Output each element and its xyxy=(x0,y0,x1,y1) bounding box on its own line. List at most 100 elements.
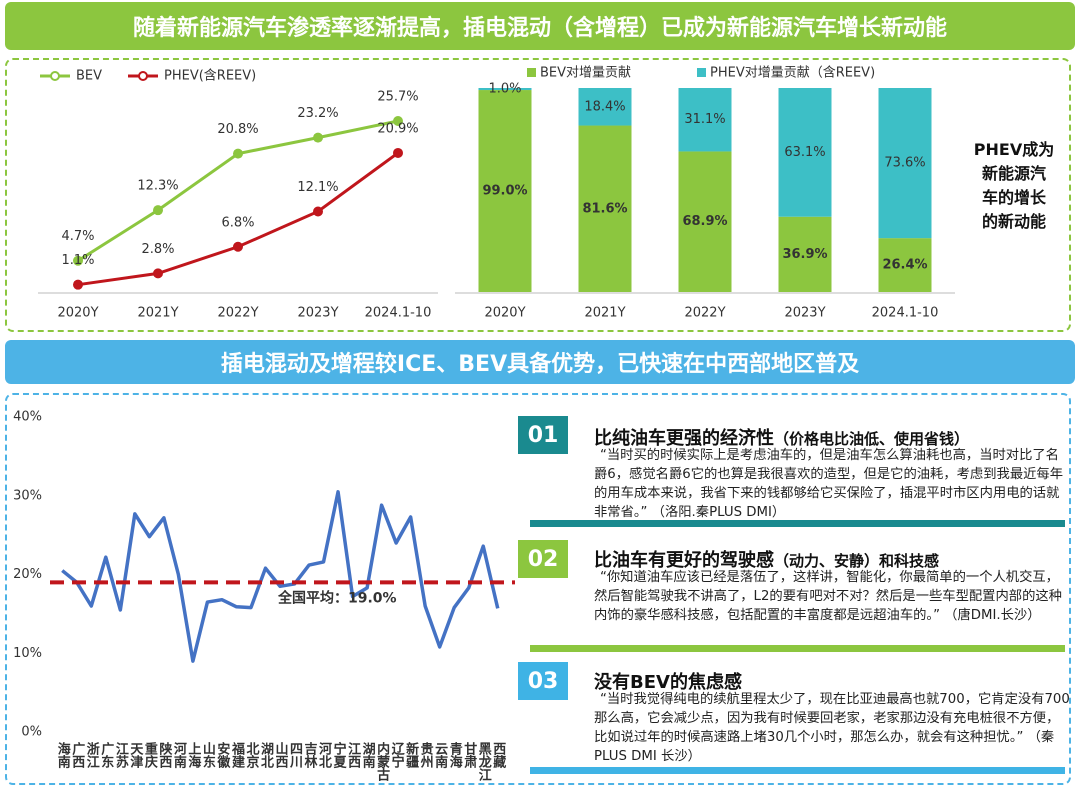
average-label: 全国平均：19.0% xyxy=(277,589,397,606)
value-label: 1.0% xyxy=(488,82,521,97)
x-tick-label: 黑龙江 xyxy=(476,742,492,782)
bar-segment xyxy=(478,88,532,91)
bar-segment xyxy=(878,88,932,239)
x-tick-label: 四川 xyxy=(287,742,304,768)
side-note-line: PHEV成为 xyxy=(973,140,1055,159)
value-label: 63.1% xyxy=(784,145,825,160)
x-tick-label: 2022Y xyxy=(217,306,258,321)
x-tick-label: 宁夏 xyxy=(331,741,348,769)
card-title: 比纯油车更强的经济性（价格电比油低、使用省钱） xyxy=(594,424,969,450)
card-title: 比油车有更好的驾驶感（动力、安静）和科技感 xyxy=(594,546,939,572)
banner: 插电混动及增程较ICE、BEV具备优势，已快速在中西部地区普及 xyxy=(5,340,1075,384)
value-label: 36.9% xyxy=(782,247,827,262)
card-number: 01 xyxy=(518,416,568,454)
card-subtitle: （动力、安静）和科技感 xyxy=(774,552,940,570)
card-subtitle: （价格电比油低、使用省钱） xyxy=(774,430,970,448)
legend-marker xyxy=(138,71,148,81)
value-label: 12.1% xyxy=(297,180,338,195)
y-tick-label: 10% xyxy=(13,646,42,661)
value-label: 81.6% xyxy=(582,201,627,216)
x-tick-label: 新疆 xyxy=(403,741,419,769)
card-bar xyxy=(530,767,1065,774)
x-tick-label: 内蒙古 xyxy=(374,741,390,782)
value-label: 20.9% xyxy=(377,121,418,136)
value-label: 26.4% xyxy=(882,258,927,273)
point xyxy=(153,268,163,279)
point xyxy=(153,205,163,216)
card-body: “你知道油车应该已经是落伍了，这样讲，智能化，你最简单的一个人机交互，然后智能驾… xyxy=(594,570,1062,623)
card-title-text: 没有BEV的焦虑感 xyxy=(594,672,742,693)
y-tick-label: 40% xyxy=(13,410,42,425)
legend-label: PHEV对增量贡献（含REEV) xyxy=(710,65,875,81)
value-label: 1.1% xyxy=(61,253,94,268)
x-tick-label: 2023Y xyxy=(784,306,825,321)
value-label: 31.1% xyxy=(684,112,725,127)
banner: 随着新能源汽车渗透率逐渐提高，插电混动（含增程）已成为新能源汽车增长新动能 xyxy=(5,2,1075,50)
point xyxy=(73,279,83,290)
point xyxy=(393,147,403,158)
value-label: 18.4% xyxy=(584,99,625,114)
value-label: 12.3% xyxy=(137,179,178,194)
card-bar xyxy=(530,645,1065,652)
point xyxy=(393,116,403,126)
x-tick-label: 陕西 xyxy=(156,741,172,769)
x-tick-label: 浙江 xyxy=(84,741,100,769)
card-title-text: 比纯油车更强的经济性 xyxy=(594,428,774,449)
value-label: 20.8% xyxy=(217,122,258,137)
y-tick-label: 30% xyxy=(13,488,42,503)
x-tick-label: 海南 xyxy=(55,741,71,769)
bar-segment xyxy=(678,88,732,152)
value-label: 6.8% xyxy=(221,215,254,230)
x-tick-label: 贵州 xyxy=(418,741,435,769)
x-tick-label: 湖南 xyxy=(360,742,376,769)
point xyxy=(233,148,243,159)
legend-swatch xyxy=(697,68,706,77)
panel xyxy=(5,393,1071,785)
x-tick-label: 河北 xyxy=(316,741,332,769)
y-tick-label: 20% xyxy=(13,567,42,582)
x-tick-label: 重庆 xyxy=(142,741,159,769)
x-tick-label: 2023Y xyxy=(297,306,338,321)
value-label: 23.2% xyxy=(297,106,338,121)
point xyxy=(313,206,323,217)
x-tick-label: 甘肃 xyxy=(461,741,477,769)
legend-label: BEV xyxy=(76,69,102,84)
value-label: 2.8% xyxy=(141,242,174,257)
x-tick-label: 河南 xyxy=(171,741,187,769)
bar-segment xyxy=(778,88,832,217)
card-bar xyxy=(530,520,1065,527)
x-tick-label: 广东 xyxy=(98,741,114,769)
x-tick-label: 福建 xyxy=(229,741,246,769)
side-note-line: 的新动能 xyxy=(981,212,1046,231)
x-tick-label: 2020Y xyxy=(484,306,525,321)
legend-marker xyxy=(50,71,60,81)
legend-label: BEV对增量贡献 xyxy=(540,66,631,81)
x-tick-label: 上海 xyxy=(185,742,201,769)
bar-segment xyxy=(578,88,632,126)
card-body: “当时我觉得纯电的续航里程太少了，现在比亚迪最高也就700，它肯定没有700那么… xyxy=(594,692,1070,764)
value-label: 4.7% xyxy=(61,229,94,244)
x-tick-label: 辽宁 xyxy=(389,742,405,769)
card-title-text: 比油车有更好的驾驶感 xyxy=(594,550,774,571)
point xyxy=(313,132,323,143)
bar-segment xyxy=(478,90,532,292)
side-note-line: 车的增长 xyxy=(981,188,1046,207)
y-tick-label: 0% xyxy=(21,725,42,740)
x-tick-label: 云南 xyxy=(432,742,448,769)
x-tick-label: 湖北 xyxy=(258,742,274,769)
x-tick-label: 江西 xyxy=(345,741,361,769)
x-tick-label: 广西 xyxy=(69,741,85,769)
series-line xyxy=(61,490,500,663)
x-tick-label: 吉林 xyxy=(302,742,318,769)
x-tick-label: 天津 xyxy=(127,742,143,769)
bar-segment xyxy=(578,125,632,292)
x-tick-label: 北京 xyxy=(243,742,259,769)
x-tick-label: 山西 xyxy=(273,741,289,769)
legend-swatch xyxy=(527,68,536,77)
card-body: “当时买的时候实际上是考虑油车的，但是油车怎么算油耗也高，当时对比了名爵6，感觉… xyxy=(594,448,1064,520)
side-note: PHEV成为 新能源汽 车的增长 的新动能 xyxy=(958,138,1070,234)
x-tick-label: 江苏 xyxy=(113,741,128,769)
x-tick-label: 2024.1-10 xyxy=(872,306,939,321)
